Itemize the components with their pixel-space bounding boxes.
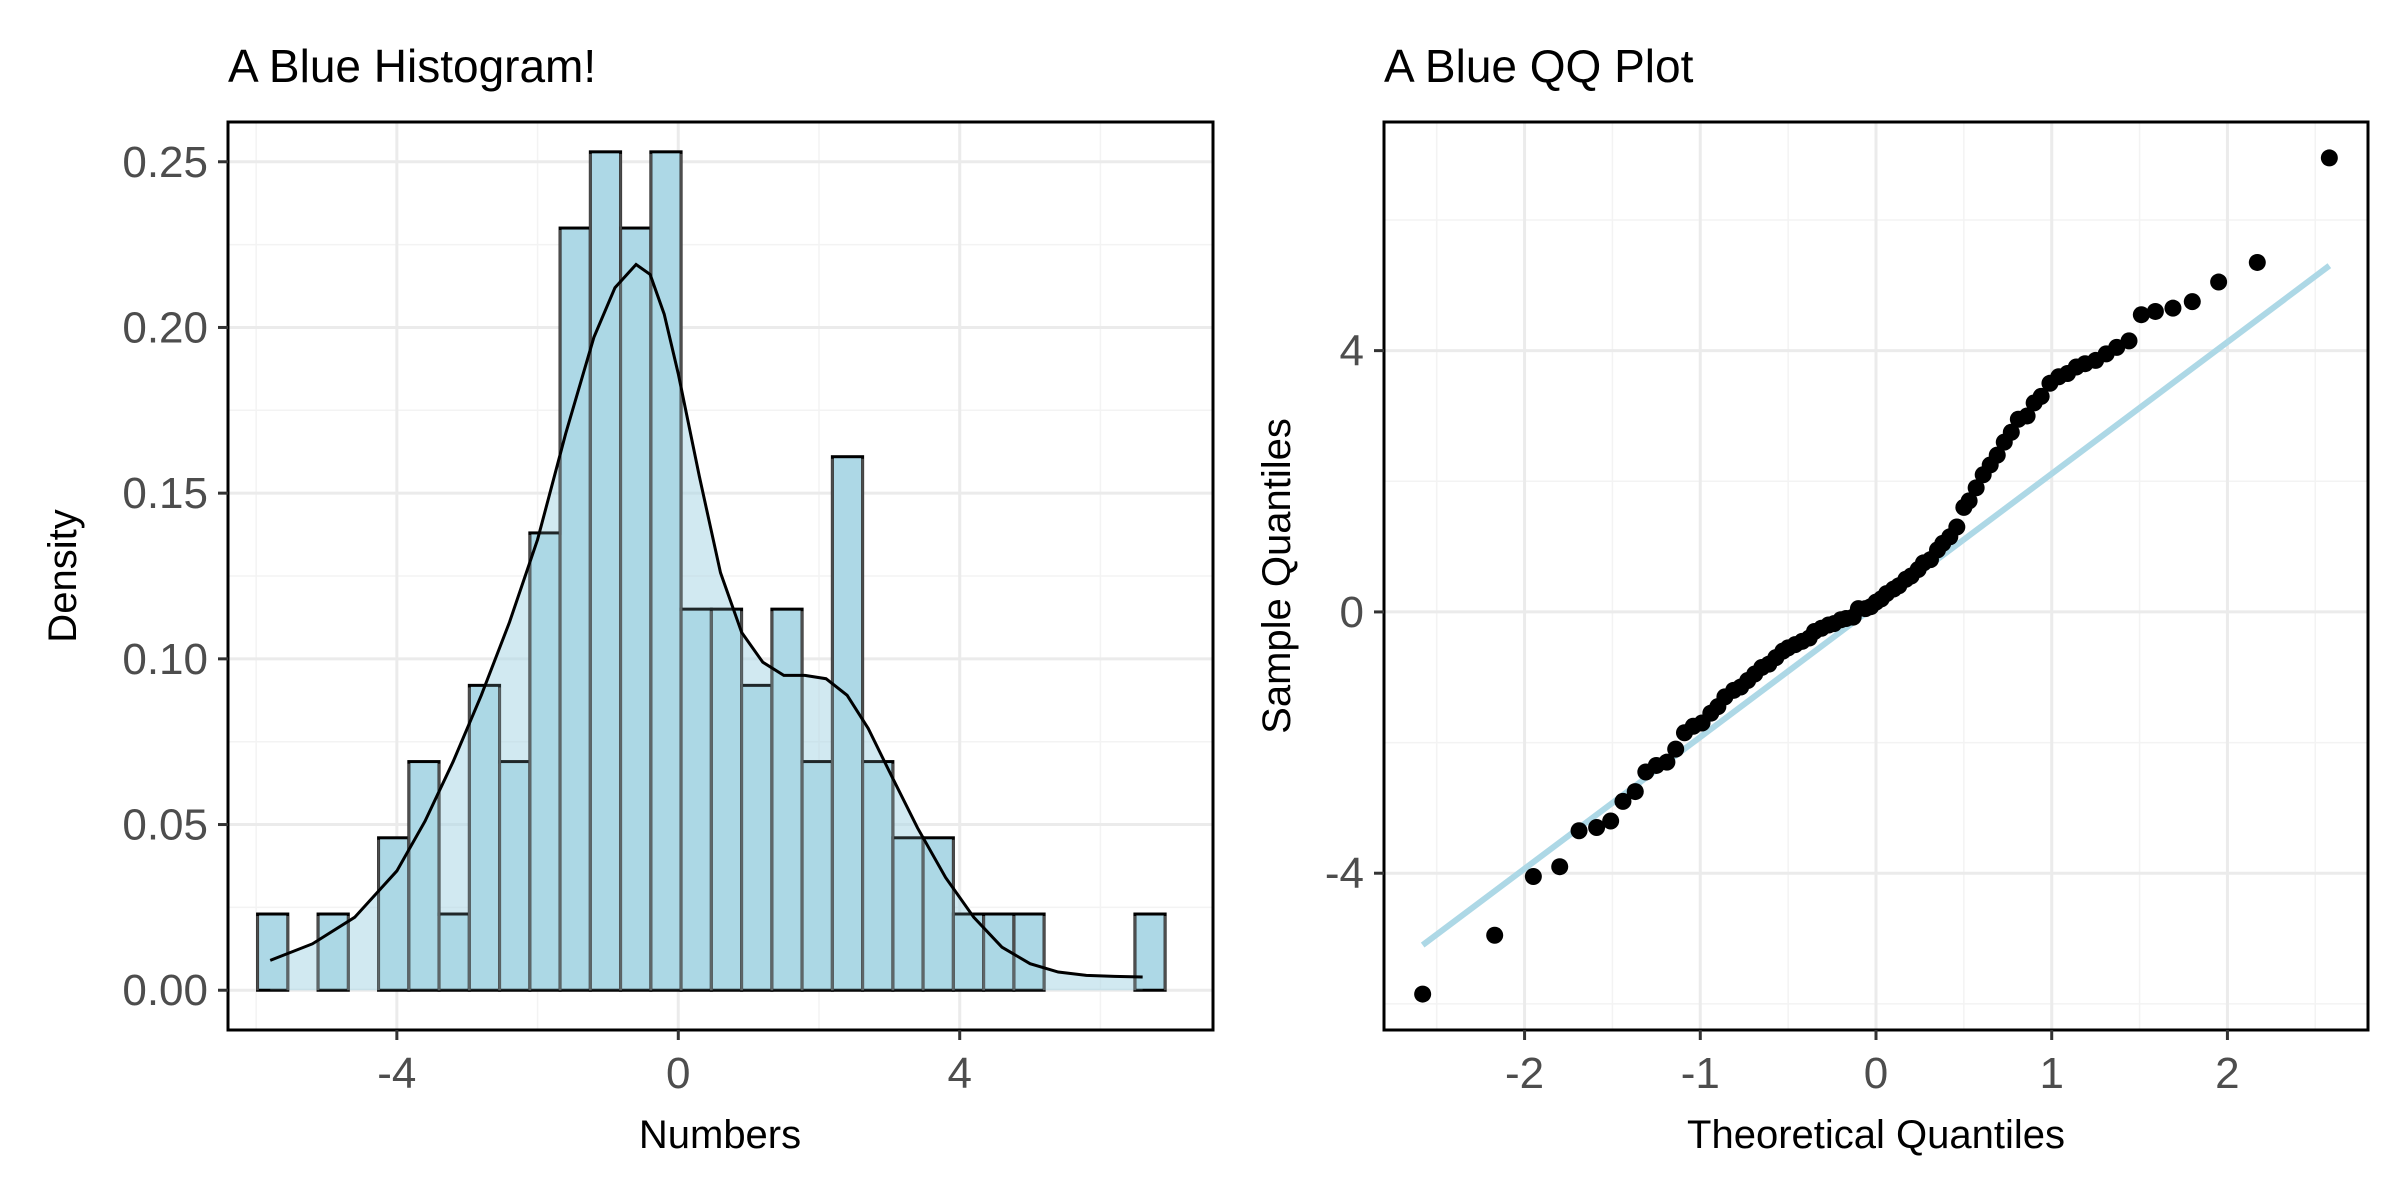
qq-x-tick-label: 1 bbox=[2039, 1049, 2063, 1098]
histogram-y-tick-label: 0.25 bbox=[122, 138, 208, 187]
histogram-y-tick-label: 0.10 bbox=[122, 635, 208, 684]
histogram-y-tick-label: 0.15 bbox=[122, 469, 208, 518]
histogram-panel-border bbox=[226, 120, 1215, 1032]
qq-x-tick-label: -1 bbox=[1681, 1049, 1720, 1098]
histogram-y-tick-label: 0.00 bbox=[122, 966, 208, 1015]
qq-x-axis-label: Theoretical Quantiles bbox=[1687, 1113, 2065, 1157]
qq-point bbox=[1948, 518, 1966, 536]
qq-grid bbox=[1384, 122, 2368, 1030]
histogram-panel: A Blue Histogram! -4 0 4 0.00 0.05 0.10 0.15 0.… bbox=[41, 40, 1215, 1157]
qq-panel: A Blue QQ Plot -2 -1 0 1 2 -4 0 4 Theoretical Q… bbox=[1255, 40, 2370, 1157]
qq-x-tick-label: 0 bbox=[1864, 1049, 1888, 1098]
qq-point bbox=[2002, 423, 2020, 441]
histogram-bars bbox=[256, 150, 1167, 992]
qq-point bbox=[2248, 253, 2266, 271]
histogram-y-tick-label: 0.05 bbox=[122, 801, 208, 850]
qq-point bbox=[2183, 293, 2201, 311]
qq-point bbox=[1602, 812, 1620, 830]
qq-y-tick-label: -4 bbox=[1325, 849, 1364, 898]
qq-point bbox=[1524, 867, 1542, 885]
histogram-x-tick-label: 0 bbox=[666, 1049, 690, 1098]
qq-y-tick-label: 0 bbox=[1340, 588, 1364, 637]
histogram-x-tick-label: -4 bbox=[377, 1049, 416, 1098]
histogram-ticks: -4 0 4 0.00 0.05 0.10 0.15 0.20 0.25 bbox=[122, 138, 972, 1098]
histogram-x-axis-label: Numbers bbox=[639, 1113, 801, 1157]
qq-point bbox=[1988, 446, 2006, 464]
histogram-bar bbox=[891, 836, 925, 992]
qq-point bbox=[2132, 306, 2150, 324]
qq-y-axis-label: Sample Quantiles bbox=[1255, 418, 1299, 734]
histogram-density-curve-layer bbox=[269, 262, 1143, 979]
qq-y-tick-label: 4 bbox=[1340, 327, 1364, 376]
qq-points bbox=[1414, 149, 2338, 1003]
density-area-overlay bbox=[270, 264, 1143, 991]
density-curve bbox=[269, 262, 1143, 979]
qq-point bbox=[1614, 792, 1632, 810]
qq-point bbox=[2164, 299, 2182, 317]
histogram-y-axis-label: Density bbox=[41, 509, 85, 642]
qq-x-tick-label: 2 bbox=[2215, 1049, 2239, 1098]
qq-point bbox=[1414, 985, 1432, 1003]
qq-point bbox=[2032, 387, 2050, 405]
histogram-bar bbox=[830, 455, 865, 992]
qq-x-tick-label: -2 bbox=[1505, 1049, 1544, 1098]
qq-point bbox=[2018, 407, 2036, 425]
histogram-bar bbox=[558, 226, 592, 992]
qq-point bbox=[2146, 302, 2164, 320]
qq-point bbox=[2120, 332, 2138, 350]
qq-point bbox=[1667, 740, 1685, 758]
qq-point bbox=[1551, 858, 1569, 876]
qq-ticks: -2 -1 0 1 2 -4 0 4 bbox=[1325, 327, 2240, 1098]
histogram-x-tick-label: 4 bbox=[947, 1049, 971, 1098]
histogram-y-tick-label: 0.20 bbox=[122, 303, 208, 352]
qq-title: A Blue QQ Plot bbox=[1384, 40, 1694, 92]
histogram-bar bbox=[709, 607, 744, 992]
qq-point bbox=[2320, 149, 2338, 167]
qq-point bbox=[1626, 783, 1644, 801]
histogram-bar bbox=[498, 760, 532, 992]
qq-point bbox=[1658, 753, 1676, 771]
qq-point bbox=[1967, 479, 1985, 497]
qq-point bbox=[1486, 926, 1504, 944]
qq-point bbox=[2210, 273, 2228, 291]
qq-point bbox=[1570, 822, 1588, 840]
qq-point bbox=[1588, 818, 1606, 836]
histogram-title: A Blue Histogram! bbox=[228, 40, 596, 92]
histogram-bar bbox=[528, 531, 562, 992]
histogram-bar bbox=[740, 683, 774, 992]
qq-point bbox=[1960, 492, 1978, 510]
